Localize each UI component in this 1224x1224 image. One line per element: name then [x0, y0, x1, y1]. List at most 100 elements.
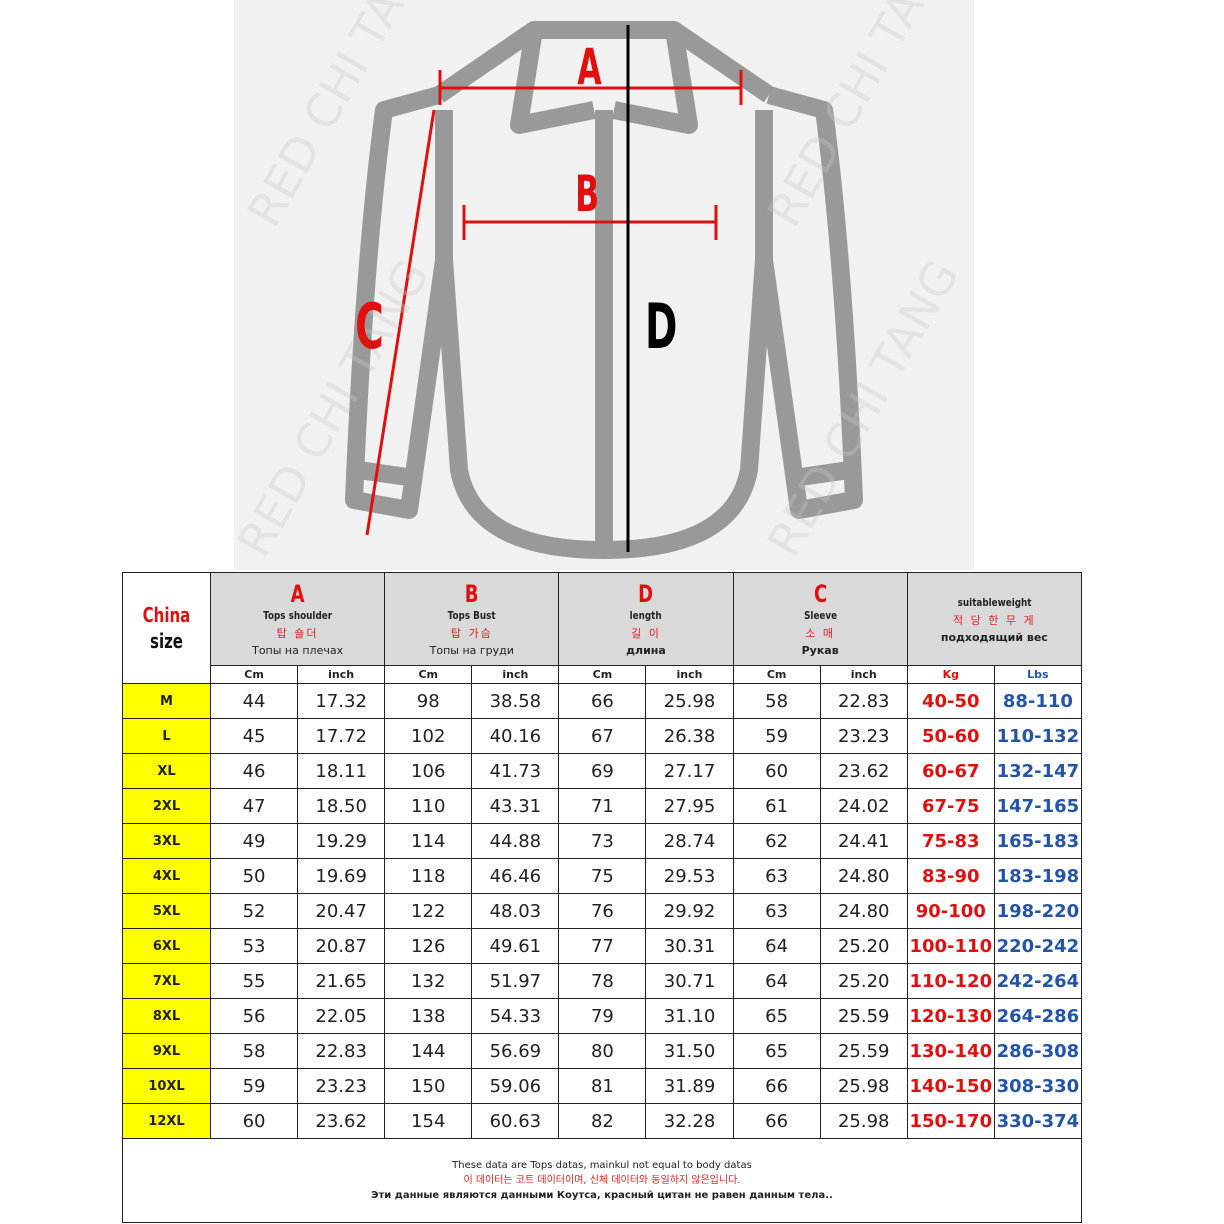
value-cell: 25.20 [819, 963, 908, 999]
value-cell: 110 [384, 788, 473, 824]
size-cell: M [122, 683, 211, 719]
value-cell: 24.80 [819, 858, 908, 894]
value-cell: 67 [558, 718, 647, 754]
value-cell: 120-130 [906, 998, 995, 1034]
value-cell: 30.31 [645, 928, 734, 964]
value-cell: 140-150 [906, 1068, 995, 1104]
value-cell: 49.61 [471, 928, 560, 964]
table-row: M 44 17.32 98 38.58 66 25.98 58 22.83 40-50 88-110 [122, 683, 1082, 719]
value-cell: 25.59 [819, 998, 908, 1034]
value-cell: 22.05 [297, 998, 386, 1034]
size-cell: 6XL [122, 928, 211, 964]
value-cell: 286-308 [993, 1033, 1082, 1069]
value-cell: 60.63 [471, 1103, 560, 1139]
value-cell: 25.98 [819, 1068, 908, 1104]
value-cell: 55 [209, 963, 299, 999]
value-cell: 154 [384, 1103, 473, 1139]
value-cell: 27.17 [645, 753, 734, 789]
group-header-b: B Tops Bust 탑 가슴 Топы на груди [384, 572, 560, 666]
value-cell: 122 [384, 893, 473, 929]
value-cell: 79 [558, 998, 647, 1034]
value-cell: 29.53 [645, 858, 734, 894]
unit-header: inch [297, 665, 386, 684]
table-row: 10XL 59 23.23 150 59.06 81 31.89 66 25.98 140-150… [122, 1068, 1082, 1104]
table-row: 7XL 55 21.65 132 51.97 78 30.71 64 25.20 110-120 2… [122, 963, 1082, 999]
value-cell: 75-83 [906, 823, 995, 859]
value-cell: 38.58 [471, 683, 560, 719]
value-cell: 242-264 [993, 963, 1082, 999]
value-cell: 264-286 [993, 998, 1082, 1034]
value-cell: 28.74 [645, 823, 734, 859]
value-cell: 165-183 [993, 823, 1082, 859]
value-cell: 63 [732, 858, 821, 894]
value-cell: 76 [558, 893, 647, 929]
value-cell: 69 [558, 753, 647, 789]
table-row: XL 46 18.11 106 41.73 69 27.17 60 23.62 60-67 132-… [122, 753, 1082, 789]
value-cell: 18.50 [297, 788, 386, 824]
value-cell: 60 [209, 1103, 299, 1139]
value-cell: 45 [209, 718, 299, 754]
value-cell: 31.10 [645, 998, 734, 1034]
value-cell: 126 [384, 928, 473, 964]
size-cell: 12XL [122, 1103, 211, 1139]
footer-ru: Эти данные являются данными Коутса, крас… [371, 1190, 833, 1201]
value-cell: 47 [209, 788, 299, 824]
value-cell: 24.41 [819, 823, 908, 859]
value-cell: 110-132 [993, 718, 1082, 754]
group-header-weight: suitableweight 적 당 한 무 게 подходящий вес [906, 572, 1082, 666]
value-cell: 132 [384, 963, 473, 999]
value-cell: 66 [732, 1068, 821, 1104]
value-cell: 118 [384, 858, 473, 894]
value-cell: 30.71 [645, 963, 734, 999]
value-cell: 75 [558, 858, 647, 894]
value-cell: 17.72 [297, 718, 386, 754]
value-cell: 24.02 [819, 788, 908, 824]
value-cell: 90-100 [906, 893, 995, 929]
table-row: 4XL 50 19.69 118 46.46 75 29.53 63 24.80 83-90 183… [122, 858, 1082, 894]
label-a: A [577, 38, 602, 96]
value-cell: 41.73 [471, 753, 560, 789]
header-row: China size A Tops shoulder 탑 숄더 Топы на пле… [122, 572, 1082, 684]
footer-ko: 이 데이터는 코트 데이터이며, 신체 데이터와 동일하지 않은입니다. [463, 1175, 741, 1186]
unit-header: Lbs [993, 665, 1082, 684]
value-cell: 25.98 [645, 683, 734, 719]
unit-header: inch [471, 665, 560, 684]
value-cell: 71 [558, 788, 647, 824]
value-cell: 98 [384, 683, 473, 719]
value-cell: 23.62 [297, 1103, 386, 1139]
value-cell: 220-242 [993, 928, 1082, 964]
value-cell: 60 [732, 753, 821, 789]
value-cell: 25.98 [819, 1103, 908, 1139]
unit-header: Cm [384, 665, 473, 684]
value-cell: 23.62 [819, 753, 908, 789]
value-cell: 63 [732, 893, 821, 929]
value-cell: 81 [558, 1068, 647, 1104]
value-cell: 50 [209, 858, 299, 894]
unit-row: Cm inch Cm inch Cm inch Cm inch Kg Lbs [123, 665, 1082, 684]
value-cell: 56 [209, 998, 299, 1034]
unit-header: Cm [209, 665, 299, 684]
value-cell: 22.83 [819, 683, 908, 719]
value-cell: 19.69 [297, 858, 386, 894]
size-cell: 9XL [122, 1033, 211, 1069]
size-cell: 10XL [122, 1068, 211, 1104]
size-cell: 3XL [122, 823, 211, 859]
value-cell: 114 [384, 823, 473, 859]
value-cell: 27.95 [645, 788, 734, 824]
value-cell: 60-67 [906, 753, 995, 789]
table-row: L 45 17.72 102 40.16 67 26.38 59 23.23 50-60 110-1… [122, 718, 1082, 754]
value-cell: 88-110 [993, 683, 1082, 719]
table-row: 8XL 56 22.05 138 54.33 79 31.10 65 25.59 120-130 2… [122, 998, 1082, 1034]
value-cell: 308-330 [993, 1068, 1082, 1104]
footer-en: These data are Tops datas, mainkul not e… [452, 1160, 752, 1171]
value-cell: 66 [558, 683, 647, 719]
value-cell: 77 [558, 928, 647, 964]
value-cell: 80 [558, 1033, 647, 1069]
label-c: C [355, 290, 384, 363]
value-cell: 25.20 [819, 928, 908, 964]
table-row: 9XL 58 22.83 144 56.69 80 31.50 65 25.59 130-140 2… [122, 1033, 1082, 1069]
value-cell: 23.23 [819, 718, 908, 754]
value-cell: 53 [209, 928, 299, 964]
size-chart-table: China size A Tops shoulder 탑 숄더 Топы на пле… [122, 572, 1082, 1223]
